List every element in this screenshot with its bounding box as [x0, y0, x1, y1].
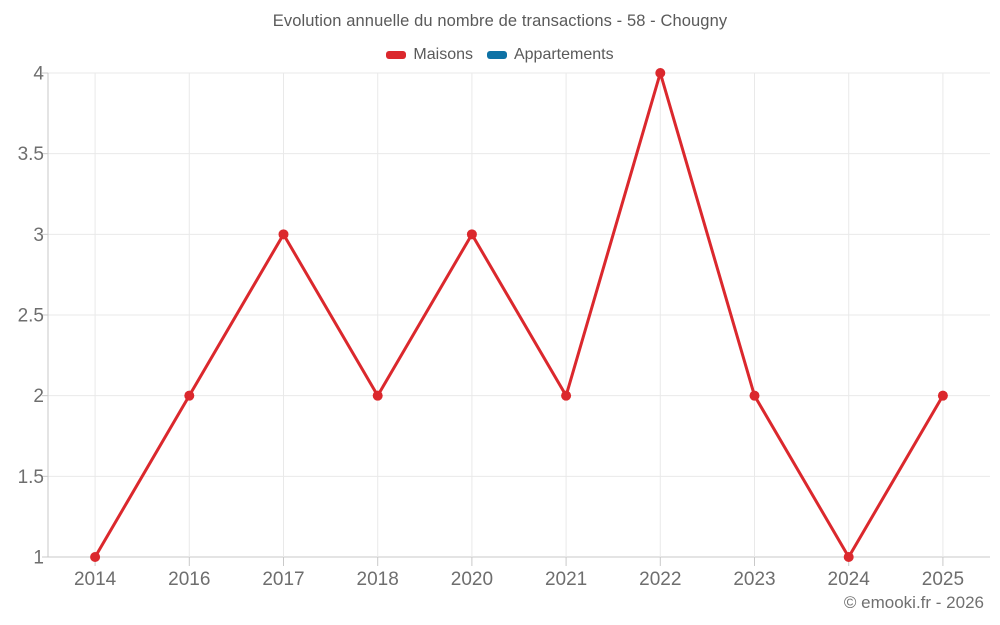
legend-item-appartements: Appartements	[486, 46, 614, 64]
x-tick-label: 2014	[74, 569, 117, 590]
y-tick-label: 3	[33, 225, 44, 246]
y-tick-label: 1	[33, 548, 44, 569]
x-tick-label: 2025	[922, 569, 964, 590]
data-point-maisons-2018	[372, 390, 383, 401]
chart-title: Evolution annuelle du nombre de transact…	[272, 12, 728, 30]
chart-legend: Maisons Appartements	[0, 46, 1000, 64]
y-tick-label: 2.5	[18, 306, 44, 327]
y-tick-label: 1.5	[18, 467, 44, 488]
data-point-maisons-2022	[655, 68, 666, 78]
legend-label: Appartements	[513, 46, 614, 63]
data-point-maisons-2017	[278, 229, 289, 240]
x-tick-label: 2016	[168, 569, 210, 590]
x-tick-label: 2022	[639, 569, 681, 590]
x-tick-label: 2017	[262, 569, 304, 590]
data-point-maisons-2024	[843, 552, 854, 562]
legend-marker-appartements	[486, 51, 507, 59]
x-tick-label: 2021	[545, 569, 587, 590]
legend-marker-maisons	[386, 51, 407, 59]
legend-label: Maisons	[413, 46, 473, 63]
x-tick-label: 2024	[828, 569, 871, 590]
x-tick-label: 2020	[451, 569, 493, 590]
y-tick-label: 4	[33, 64, 44, 85]
x-tick-label: 2018	[357, 569, 399, 590]
data-point-maisons-2016	[184, 390, 195, 401]
y-tick-label: 2	[33, 386, 44, 407]
x-tick-label: 2023	[733, 569, 775, 590]
legend-item-maisons: Maisons	[386, 46, 473, 64]
series-line-maisons	[93, 67, 945, 560]
data-point-maisons-2020	[466, 229, 477, 240]
data-point-maisons-2025	[937, 390, 948, 401]
copyright-text: © emooki.fr - 2026	[843, 593, 984, 612]
data-point-maisons-2023	[749, 390, 760, 401]
y-tick-label: 3.5	[18, 144, 44, 165]
data-point-maisons-2014	[90, 552, 101, 562]
data-point-maisons-2021	[561, 390, 572, 401]
